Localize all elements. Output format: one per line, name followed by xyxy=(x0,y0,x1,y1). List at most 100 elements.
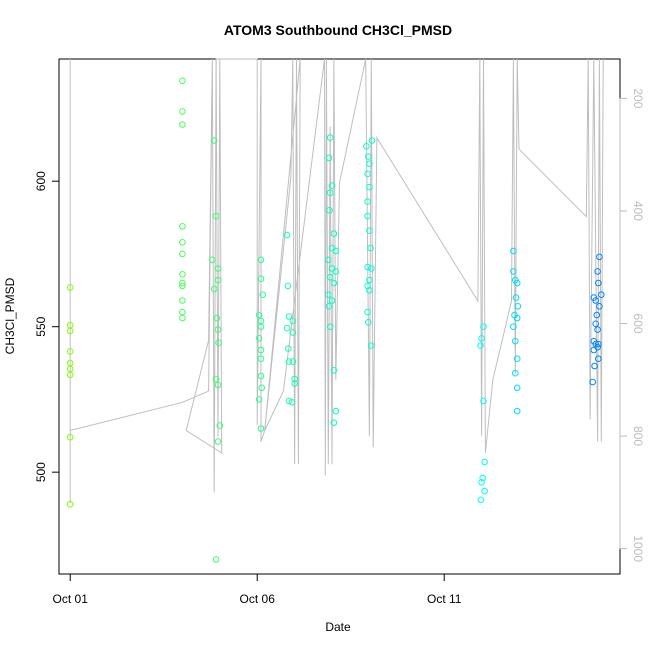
data-point xyxy=(595,279,602,287)
data-point xyxy=(289,358,297,365)
series-line xyxy=(69,58,604,504)
data-point xyxy=(289,329,297,336)
data-point xyxy=(179,108,186,115)
data-point xyxy=(592,297,600,304)
data-point xyxy=(326,207,333,214)
y2-tick-label: 800 xyxy=(631,426,645,446)
data-point xyxy=(179,121,186,128)
data-point xyxy=(365,319,372,326)
data-point xyxy=(368,265,375,272)
data-point xyxy=(179,279,186,287)
data-point xyxy=(283,324,291,332)
data-point xyxy=(179,282,186,290)
chart-title: ATOM3 Southbound CH3Cl_PMSD xyxy=(224,22,452,38)
data-point xyxy=(179,297,186,304)
data-point xyxy=(214,326,222,333)
data-point xyxy=(214,265,222,272)
data-point xyxy=(368,342,375,349)
x-tick-label: Oct 06 xyxy=(240,592,276,606)
data-point xyxy=(325,154,333,162)
x-tick-label: Oct 11 xyxy=(427,592,462,606)
data-point xyxy=(212,212,220,220)
data-point xyxy=(255,311,263,319)
data-point xyxy=(257,425,265,432)
y2-tick-label: 400 xyxy=(631,201,645,221)
data-point xyxy=(591,362,598,370)
data-point xyxy=(326,134,334,141)
data-point xyxy=(214,381,222,389)
data-point xyxy=(66,348,74,355)
data-point xyxy=(332,407,340,415)
data-point xyxy=(510,323,517,331)
data-point xyxy=(210,137,218,144)
data-point xyxy=(513,384,521,392)
data-point xyxy=(330,367,338,374)
data-point xyxy=(364,282,371,290)
x-axis: Oct 01 Oct 06 Oct 11 xyxy=(53,573,462,606)
data-point xyxy=(595,340,602,348)
data-point xyxy=(330,279,338,287)
data-point xyxy=(328,182,336,189)
data-point xyxy=(285,345,292,352)
data-point xyxy=(325,291,332,299)
data-point xyxy=(589,378,597,386)
data-point xyxy=(66,433,74,441)
data-point xyxy=(481,458,488,466)
data-point xyxy=(291,375,298,383)
data-point xyxy=(513,314,521,322)
data-point xyxy=(510,268,517,275)
data-point xyxy=(596,303,603,310)
data-point xyxy=(283,231,291,239)
data-point xyxy=(66,371,74,379)
y-axis-label: CH3Cl_PMSD xyxy=(3,277,17,354)
x-tick-label: Oct 01 xyxy=(53,592,89,606)
data-point xyxy=(364,263,371,271)
data-point xyxy=(66,284,74,291)
y-tick-label: 550 xyxy=(34,316,48,336)
data-point xyxy=(365,153,372,160)
data-point xyxy=(214,438,222,445)
data-point xyxy=(214,276,222,284)
data-point xyxy=(259,291,267,299)
data-point xyxy=(284,282,292,290)
data-point xyxy=(513,407,521,415)
data-point xyxy=(513,355,521,363)
data-point xyxy=(590,346,598,354)
data-point xyxy=(330,419,338,427)
y2-tick-label: 1000 xyxy=(631,535,645,562)
data-point xyxy=(257,256,265,264)
data-point xyxy=(364,198,371,205)
data-point xyxy=(478,479,485,486)
data-point xyxy=(209,256,216,264)
data-point xyxy=(366,183,373,191)
data-point xyxy=(364,170,371,178)
data-point xyxy=(257,372,265,380)
data-point xyxy=(477,342,484,349)
data-point xyxy=(216,422,224,429)
data-point xyxy=(179,239,186,246)
data-point xyxy=(215,339,222,347)
data-point xyxy=(481,487,488,495)
data-point xyxy=(592,320,600,328)
data-point xyxy=(212,375,220,383)
data-point xyxy=(257,275,265,283)
y2-tick-label: 200 xyxy=(631,88,645,108)
data-point xyxy=(257,346,265,354)
data-point xyxy=(257,323,265,331)
data-point xyxy=(480,323,487,331)
data-point xyxy=(512,294,520,301)
data-point xyxy=(330,230,338,237)
series-points-group xyxy=(66,77,605,563)
data-point xyxy=(66,327,74,335)
data-point xyxy=(325,303,333,310)
data-point xyxy=(179,223,186,230)
data-point xyxy=(257,355,265,363)
data-point xyxy=(326,323,334,331)
data-point xyxy=(179,250,186,258)
data-point xyxy=(480,397,487,405)
data-point xyxy=(510,247,517,255)
data-point xyxy=(210,285,218,293)
data-point xyxy=(594,326,601,333)
data-point xyxy=(363,143,370,150)
